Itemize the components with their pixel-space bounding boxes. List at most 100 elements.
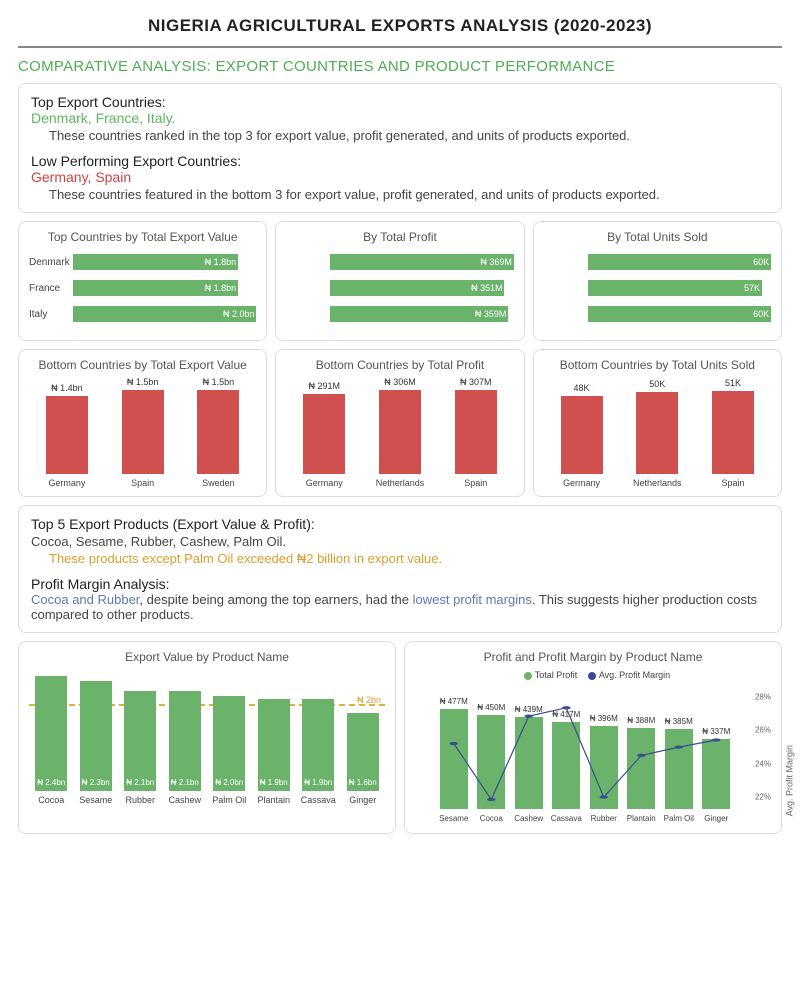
top-chart-card: Top Countries by Total Export Value Denma…	[18, 221, 267, 341]
y2-tick: 24%	[755, 759, 771, 768]
product-bar: ₦ 1.9bnCassava	[296, 699, 341, 805]
legend-margin: Avg. Profit Margin	[599, 670, 670, 680]
product-bar-label: Ginger	[349, 795, 376, 805]
vbar-value: 50K	[649, 379, 665, 389]
bottom-chart-card: Bottom Countries by Total Profit₦ 291MGe…	[275, 349, 524, 497]
product-bar-label: Palm Oil	[212, 795, 246, 805]
profit-bar-value: ₦ 396M	[586, 714, 622, 723]
product-bar: ₦ 2.1bnRubber	[118, 691, 163, 805]
vbar-label: Netherlands	[376, 478, 425, 488]
y2-tick: 28%	[755, 693, 771, 702]
profit-bar: ₦ 439MCashew	[515, 717, 543, 809]
hbar-value: ₦ 1.8bn	[205, 254, 237, 270]
product-bar-value: ₦ 2.4bn	[35, 778, 67, 787]
profit-bar-value: ₦ 417M	[548, 710, 584, 719]
product-bar: ₦ 1.6bn Ginger	[341, 713, 386, 805]
vbar-label: Germany	[563, 478, 600, 488]
product-bar: ₦ 2.0bn Palm Oil	[207, 696, 252, 805]
vbar-value: 48K	[574, 383, 590, 393]
refline-label: ₦ 2bn	[357, 695, 381, 705]
chart-title: Bottom Countries by Total Units Sold	[544, 358, 771, 372]
vbar: 50KNetherlands	[623, 379, 691, 488]
hbar-label: Italy	[29, 309, 73, 320]
top-countries-list: Denmark, France, Italy.	[31, 110, 769, 126]
product-bar-label: Cashew	[168, 795, 201, 805]
profit-bar-value: ₦ 388M	[623, 716, 659, 725]
bottom-chart-card: Bottom Countries by Total Export Value ₦ …	[18, 349, 267, 497]
vbar: ₦ 307MSpain	[442, 377, 510, 488]
product-bar-value: ₦ 1.9bn	[258, 778, 290, 787]
chart-title: By Total Profit	[286, 230, 513, 244]
vbar-value: 51K	[725, 378, 741, 388]
hbar-value: 57K	[744, 280, 760, 296]
legend-profit: Total Profit	[535, 670, 578, 680]
profit-bar-value: ₦ 439M	[511, 705, 547, 714]
page-title: NIGERIA AGRICULTURAL EXPORTS ANALYSIS (2…	[18, 16, 782, 48]
chart-title: Bottom Countries by Total Export Value	[29, 358, 256, 372]
low-countries-list: Germany, Spain	[31, 169, 769, 185]
margin-text: Cocoa and Rubber, despite being among th…	[31, 592, 769, 622]
product-bar-label: Cassava	[301, 795, 336, 805]
profit-bar-label: Plantain	[621, 814, 661, 823]
hbar-row: France ₦ 1.8bn	[29, 280, 256, 296]
profit-bar-label: Palm Oil	[659, 814, 699, 823]
profit-bar-value: ₦ 477M	[436, 697, 472, 706]
margin-lead: Cocoa and Rubber	[31, 592, 139, 607]
profit-bar-value: ₦ 385M	[661, 717, 697, 726]
hbar-value: ₦ 2.0bn	[223, 306, 255, 322]
profit-bar: ₦ 417MCassava	[552, 722, 580, 809]
summary-countries-panel: Top Export Countries: Denmark, France, I…	[18, 83, 782, 213]
y2-tick: 26%	[755, 726, 771, 735]
profit-bar: ₦ 450MCocoa	[477, 715, 505, 809]
profit-bar: ₦ 388MPlantain	[627, 728, 655, 809]
hbar-value: ₦ 369M	[480, 254, 512, 270]
hbar-row: ₦ 351M	[286, 280, 513, 296]
hbar-value: 60K	[753, 254, 769, 270]
product-bar-label: Cocoa	[38, 795, 64, 805]
vbar: ₦ 1.5bnSpain	[109, 377, 177, 488]
product-bar-value: ₦ 2.3bn	[80, 778, 112, 787]
profit-legend: Total Profit Avg. Profit Margin	[415, 670, 771, 680]
chart-title: Top Countries by Total Export Value	[29, 230, 256, 244]
profit-bar-label: Ginger	[696, 814, 736, 823]
product-bar-value: ₦ 2.0bn	[213, 778, 245, 787]
product-bar: ₦ 2.1bn Cashew	[163, 691, 208, 805]
hbar-label: France	[29, 283, 73, 294]
vbar-label: Sweden	[202, 478, 235, 488]
hbar-label: Denmark	[29, 257, 73, 268]
profit-chart-title: Profit and Profit Margin by Product Name	[415, 650, 771, 664]
profit-bar: ₦ 385MPalm Oil	[665, 729, 693, 809]
export-value-title: Export Value by Product Name	[29, 650, 385, 664]
hbar-row: 60K	[544, 254, 771, 270]
profit-bar-label: Cashew	[509, 814, 549, 823]
profit-bar-label: Cocoa	[471, 814, 511, 823]
vbar-value: ₦ 1.4bn	[51, 383, 83, 393]
vbar-value: ₦ 1.5bn	[127, 377, 159, 387]
top-charts-row: Top Countries by Total Export Value Denma…	[18, 221, 782, 341]
vbar: ₦ 291M Germany	[290, 381, 358, 488]
vbar: ₦ 1.4bnGermany	[33, 383, 101, 488]
top-chart-card: By Total Units Sold60K57K60K	[533, 221, 782, 341]
top-countries-text: These countries ranked in the top 3 for …	[49, 128, 769, 143]
vbar-label: Germany	[306, 478, 343, 488]
profit-bar-value: ₦ 337M	[698, 727, 734, 736]
product-bar-label: Plantain	[257, 795, 290, 805]
vbar-value: ₦ 291M	[308, 381, 340, 391]
hbar-value: ₦ 1.8bn	[205, 280, 237, 296]
margin-mid: , despite being among the top earners, h…	[139, 592, 412, 607]
product-bar-label: Sesame	[79, 795, 112, 805]
vbar-value: ₦ 1.5bn	[203, 377, 235, 387]
top-products-note: These products except Palm Oil exceeded …	[49, 551, 769, 566]
bottom-charts-row: Bottom Countries by Total Export Value ₦ …	[18, 349, 782, 497]
product-bar: ₦ 1.9bn Plantain	[252, 699, 297, 805]
product-bar-value: ₦ 2.1bn	[169, 778, 201, 787]
product-bar-value: ₦ 1.6bn	[347, 778, 379, 787]
hbar-row: ₦ 359M	[286, 306, 513, 322]
vbar-value: ₦ 307M	[460, 377, 492, 387]
product-bar-value: ₦ 2.1bn	[124, 778, 156, 787]
profit-margin-chart: Profit and Profit Margin by Product Name…	[404, 641, 782, 834]
export-value-chart: Export Value by Product Name ₦ 2bn ₦ 2.4b…	[18, 641, 396, 834]
hbar-value: ₦ 359M	[475, 306, 507, 322]
hbar-row: Italy ₦ 2.0bn	[29, 306, 256, 322]
low-countries-text: These countries featured in the bottom 3…	[49, 187, 769, 202]
